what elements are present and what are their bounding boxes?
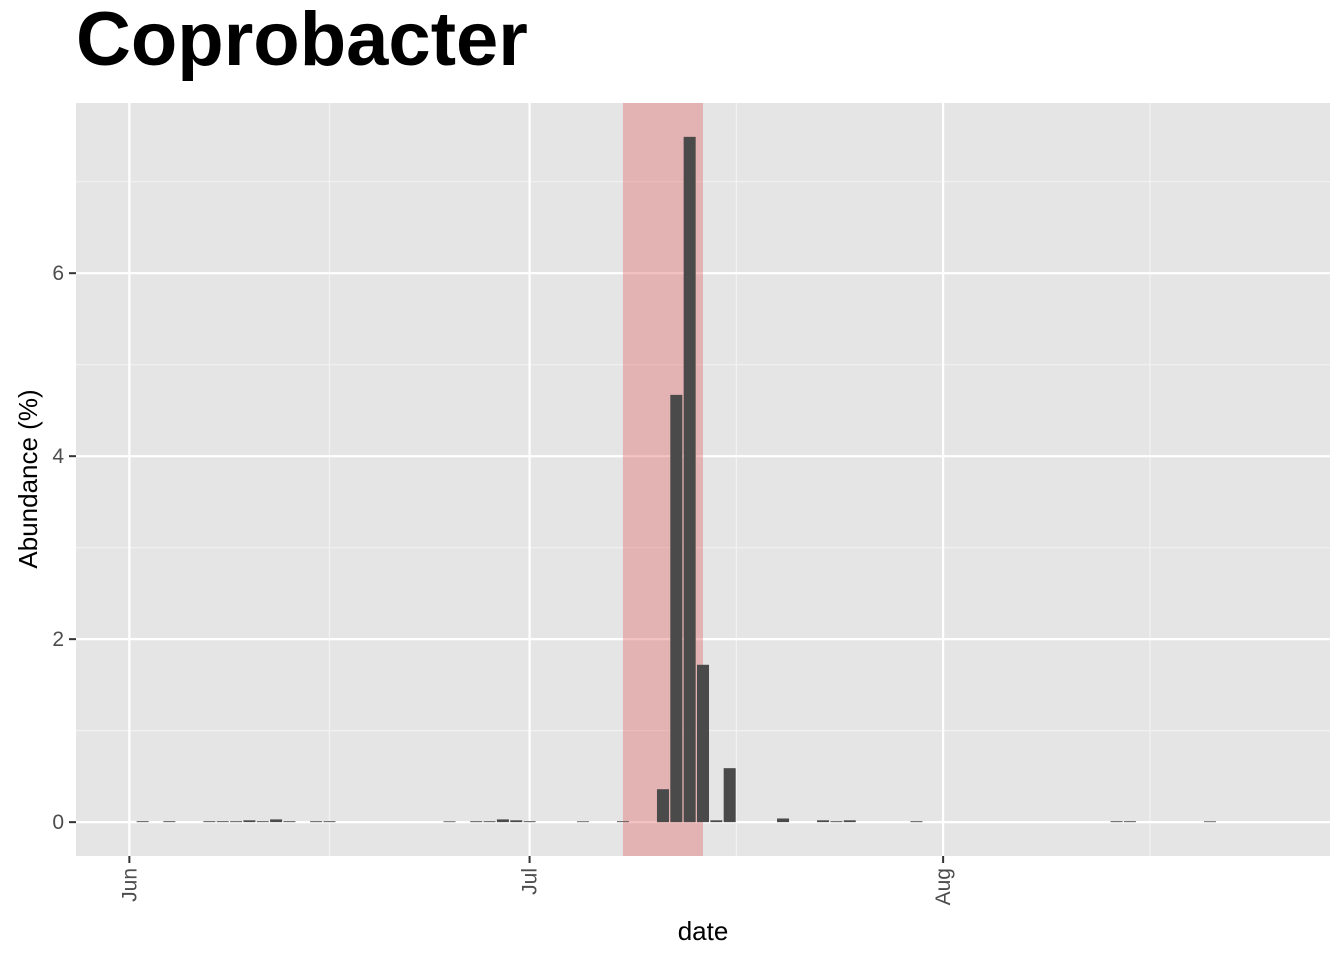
y-tick-label: 2 — [52, 628, 64, 651]
bar — [723, 768, 736, 823]
y-tick-label: 4 — [52, 445, 64, 468]
bar — [670, 394, 683, 823]
bar — [496, 819, 509, 823]
bar — [270, 819, 283, 823]
bar — [910, 821, 923, 823]
bar — [523, 821, 536, 823]
x-axis-title: date — [678, 916, 729, 946]
bar — [1203, 821, 1216, 823]
bar — [136, 821, 149, 823]
y-tick-label: 0 — [52, 811, 64, 834]
bar — [1110, 821, 1123, 823]
bar — [656, 789, 669, 823]
bar — [510, 820, 523, 823]
bar — [323, 821, 336, 823]
x-axis: Jun Jul Aug — [118, 856, 955, 905]
x-tick-label: Aug — [932, 868, 955, 905]
bar — [310, 821, 323, 823]
bar — [203, 821, 216, 823]
bar — [230, 821, 243, 823]
y-axis-title: Abundance (%) — [13, 389, 43, 568]
bar — [777, 818, 790, 823]
bar — [817, 820, 830, 823]
x-tick-label: Jun — [118, 868, 141, 902]
bar — [443, 821, 456, 823]
bar — [470, 821, 483, 823]
bar — [843, 820, 856, 823]
bar — [216, 821, 229, 823]
bar — [710, 820, 723, 823]
bar — [830, 821, 843, 823]
bar — [1123, 821, 1136, 823]
bar — [483, 821, 496, 823]
chart-title: Coprobacter — [76, 0, 528, 82]
y-axis: 0 2 4 6 — [52, 262, 76, 834]
bar — [576, 821, 589, 823]
bars — [136, 136, 1216, 823]
bar — [683, 136, 696, 823]
bar — [163, 821, 176, 823]
bar — [616, 821, 629, 823]
bar — [256, 821, 269, 823]
bar — [243, 820, 256, 823]
x-tick-label: Jul — [519, 868, 542, 895]
bar — [696, 664, 710, 823]
y-tick-label: 6 — [52, 262, 64, 285]
bar — [283, 821, 296, 823]
